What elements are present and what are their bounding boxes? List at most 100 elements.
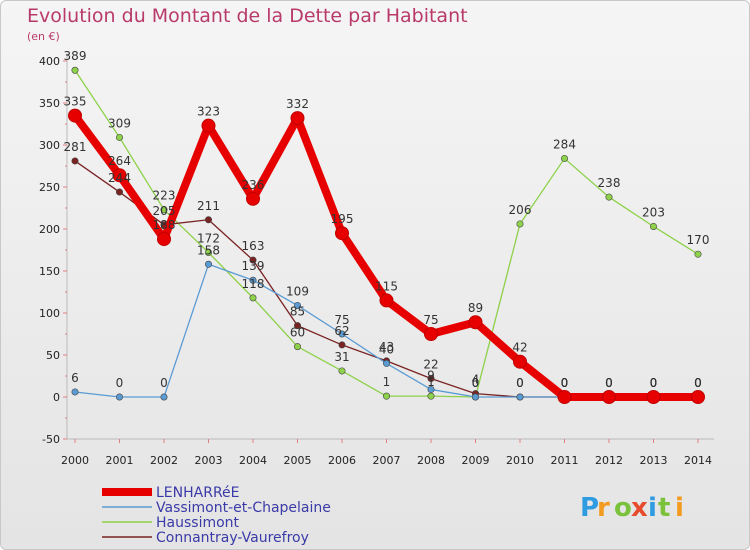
data-point bbox=[602, 390, 616, 404]
data-point bbox=[513, 354, 527, 369]
x-tick-label: 2008 bbox=[417, 454, 445, 467]
legend-label: Connantray-Vaurefroy bbox=[156, 530, 309, 546]
chart-title: Evolution du Montant de la Dette par Hab… bbox=[27, 5, 468, 27]
data-label: 0 bbox=[116, 376, 124, 390]
x-tick-label: 2013 bbox=[640, 454, 668, 467]
data-point bbox=[468, 315, 483, 330]
data-label: 238 bbox=[598, 176, 621, 190]
y-tick-label: 350 bbox=[39, 97, 60, 110]
data-point bbox=[471, 393, 479, 401]
data-point bbox=[560, 154, 568, 162]
data-point bbox=[116, 393, 124, 401]
data-label: 0 bbox=[694, 376, 702, 390]
data-label: 109 bbox=[286, 284, 309, 298]
data-point bbox=[427, 385, 435, 393]
data-label: 188 bbox=[153, 218, 176, 232]
data-label: 89 bbox=[468, 301, 483, 315]
data-point bbox=[293, 301, 301, 309]
legend-label: Haussimont bbox=[156, 515, 240, 531]
data-label: 335 bbox=[64, 95, 87, 109]
data-point bbox=[649, 222, 657, 230]
data-label: 31 bbox=[334, 350, 349, 364]
data-label: 75 bbox=[334, 313, 349, 327]
data-point bbox=[338, 341, 346, 349]
data-label: 158 bbox=[197, 243, 220, 257]
data-label: 40 bbox=[379, 342, 394, 356]
data-label: 139 bbox=[242, 259, 265, 273]
y-tick-label: 150 bbox=[39, 265, 60, 278]
data-label: 115 bbox=[375, 279, 398, 293]
data-point bbox=[338, 367, 346, 375]
legend: LENHARRéEVassimont-et-ChapelaineHaussimo… bbox=[102, 485, 331, 546]
data-label: 75 bbox=[423, 313, 438, 327]
logo-letter: r bbox=[597, 493, 610, 523]
y-tick-label: 250 bbox=[39, 181, 60, 194]
x-tick-label: 2011 bbox=[551, 454, 579, 467]
y-tick-label: -50 bbox=[42, 433, 60, 446]
data-point bbox=[516, 220, 524, 228]
data-point bbox=[249, 276, 257, 284]
data-label: 62 bbox=[334, 324, 349, 338]
data-label: 0 bbox=[472, 376, 480, 390]
x-tick-label: 2006 bbox=[328, 454, 356, 467]
x-tick-label: 2014 bbox=[684, 454, 712, 467]
y-tick-label: 400 bbox=[39, 55, 60, 68]
data-point bbox=[516, 393, 524, 401]
data-label: 309 bbox=[108, 116, 131, 130]
data-point bbox=[424, 327, 438, 341]
data-point bbox=[694, 250, 702, 258]
data-point bbox=[246, 191, 260, 206]
logo-letter: P bbox=[580, 493, 599, 523]
y-tick-label: 100 bbox=[39, 307, 60, 320]
data-point bbox=[249, 256, 257, 264]
data-label: 0 bbox=[472, 376, 480, 390]
data-point bbox=[249, 294, 257, 302]
data-label: 0 bbox=[694, 376, 702, 390]
x-tick-label: 2004 bbox=[239, 454, 267, 467]
data-point bbox=[427, 375, 435, 383]
data-label: 206 bbox=[509, 203, 532, 217]
data-point bbox=[382, 392, 390, 400]
series-layer bbox=[68, 66, 705, 404]
logo-letter: t bbox=[658, 493, 670, 523]
x-tick-label: 2000 bbox=[61, 454, 89, 467]
data-point bbox=[290, 111, 305, 126]
data-label: 0 bbox=[561, 376, 569, 390]
x-tick-label: 2005 bbox=[284, 454, 312, 467]
data-label: 0 bbox=[516, 376, 524, 390]
x-tick-label: 2001 bbox=[106, 454, 134, 467]
x-tick-label: 2010 bbox=[506, 454, 534, 467]
x-tick-label: 2007 bbox=[373, 454, 401, 467]
data-label: 284 bbox=[553, 137, 576, 151]
data-label: 118 bbox=[242, 277, 265, 291]
data-label: 42 bbox=[512, 341, 527, 355]
data-label: 203 bbox=[642, 205, 665, 219]
legend-label: LENHARRéE bbox=[156, 485, 240, 501]
proxiti-logo: Pr o x i t i bbox=[580, 493, 684, 523]
logo-letter: x bbox=[631, 493, 648, 523]
data-point bbox=[112, 168, 127, 183]
data-label: 85 bbox=[290, 305, 305, 319]
data-point bbox=[201, 118, 216, 133]
y-tick-label: 300 bbox=[39, 139, 60, 152]
data-label: 0 bbox=[605, 376, 613, 390]
data-label: 205 bbox=[153, 204, 176, 218]
data-label: 1 bbox=[427, 375, 435, 389]
data-point bbox=[68, 108, 82, 123]
data-label: 170 bbox=[687, 233, 710, 247]
data-point bbox=[293, 322, 301, 330]
data-point bbox=[71, 157, 79, 165]
data-point bbox=[116, 133, 124, 141]
data-label: 0 bbox=[650, 376, 658, 390]
data-label: 223 bbox=[153, 189, 176, 203]
data-label: 43 bbox=[379, 340, 394, 354]
data-point bbox=[157, 232, 171, 247]
data-point bbox=[205, 249, 213, 257]
data-point bbox=[335, 226, 349, 241]
data-label: 6 bbox=[71, 371, 79, 385]
data-point bbox=[160, 206, 168, 214]
y-tick-label: 0 bbox=[53, 391, 60, 404]
